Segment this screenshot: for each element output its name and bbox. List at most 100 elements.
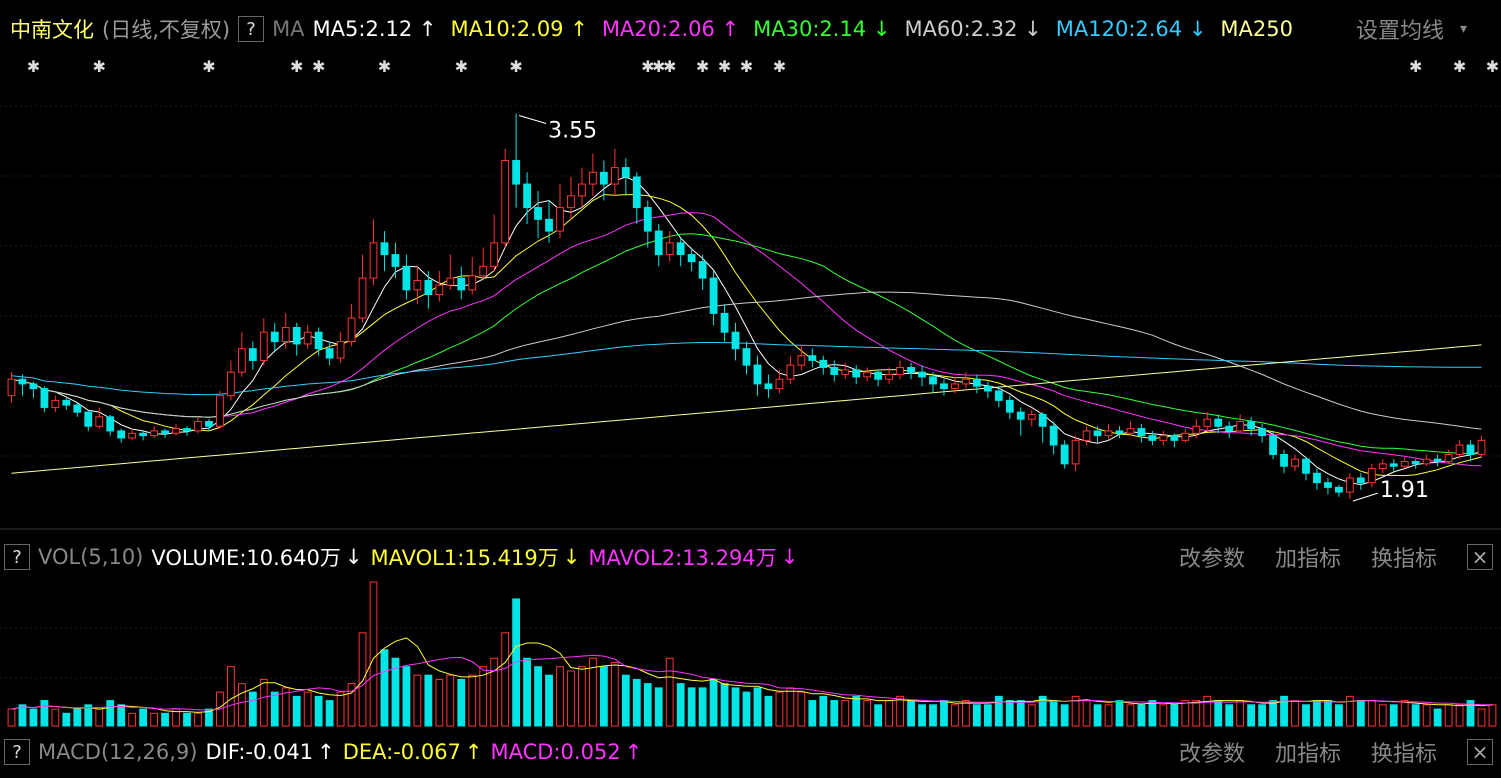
volume-bar bbox=[676, 683, 685, 727]
candle-body bbox=[1345, 477, 1354, 493]
switch-indicator-link[interactable]: 换指标 bbox=[1370, 547, 1437, 572]
volume-bar bbox=[994, 695, 1003, 727]
volume-bar bbox=[446, 674, 455, 727]
arrow-up-icon: ↑ bbox=[317, 740, 335, 764]
vol-help-button[interactable]: ? bbox=[4, 544, 30, 570]
volume-bar bbox=[391, 657, 400, 727]
volume-bar bbox=[95, 708, 104, 727]
candle-body bbox=[665, 242, 674, 256]
candle-body bbox=[73, 404, 82, 413]
volume-bar bbox=[720, 683, 729, 727]
candle-body bbox=[95, 416, 104, 427]
close-icon[interactable]: × bbox=[1467, 544, 1493, 570]
volume-bar bbox=[643, 683, 652, 727]
candle-body bbox=[830, 366, 839, 376]
volume-bar bbox=[259, 678, 268, 727]
candle-body bbox=[654, 230, 663, 256]
volume-bar bbox=[841, 700, 850, 727]
volume-bar bbox=[983, 704, 992, 727]
volume-bar bbox=[599, 666, 608, 727]
candle-body bbox=[117, 430, 126, 439]
candle-body bbox=[929, 376, 937, 385]
candle-body bbox=[907, 366, 915, 373]
volume-bar bbox=[402, 666, 411, 727]
low-label-pointer bbox=[1352, 492, 1379, 502]
volume-bar bbox=[1466, 700, 1475, 727]
volume-bar bbox=[479, 666, 488, 727]
change-params-link[interactable]: 改参数 bbox=[1178, 547, 1245, 572]
volume-bars bbox=[7, 581, 1497, 727]
volume-bar bbox=[1356, 700, 1365, 727]
add-indicator-link[interactable]: 加指标 bbox=[1274, 547, 1341, 572]
price-grid bbox=[0, 105, 1501, 530]
candle-body bbox=[632, 176, 641, 209]
candle-body bbox=[578, 183, 586, 197]
ma-legend-item: MA120:2.64 ↓ bbox=[1055, 17, 1207, 41]
dea-value: DEA:-0.067 bbox=[342, 740, 461, 764]
add-indicator-link[interactable]: 加指标 bbox=[1274, 742, 1341, 767]
event-marker-icon: ✱ bbox=[1409, 57, 1422, 76]
macd-help-button[interactable]: ? bbox=[4, 739, 30, 765]
chevron-down-icon[interactable]: ▾ bbox=[1459, 21, 1467, 37]
candle-body bbox=[172, 428, 180, 434]
volume-bar bbox=[84, 704, 93, 727]
volume-grid bbox=[0, 627, 1501, 679]
event-markers: ✱✱✱✱✱✱✱✱✱✱✱✱✱✱✱✱✱✱✱✱✱✱ bbox=[27, 57, 1499, 76]
volume-bar bbox=[797, 691, 806, 727]
ma-settings[interactable]: 设置均线 ▾ bbox=[1351, 12, 1475, 46]
volume-bar bbox=[1488, 704, 1497, 727]
candle-body bbox=[1422, 458, 1431, 465]
candle-body bbox=[1367, 468, 1376, 484]
volume-bar bbox=[1203, 695, 1212, 727]
candle-body bbox=[161, 430, 169, 434]
volume-bar bbox=[1049, 700, 1058, 727]
close-icon[interactable]: × bbox=[1467, 739, 1493, 765]
settings-label[interactable]: 设置均线 bbox=[1355, 19, 1444, 44]
help-button[interactable]: ? bbox=[238, 16, 265, 42]
macd-title: MACD(12,26,9) bbox=[38, 740, 198, 764]
volume-bar bbox=[150, 712, 159, 727]
volume-bar bbox=[819, 695, 828, 727]
candle-body bbox=[951, 383, 959, 390]
event-marker-icon: ✱ bbox=[740, 57, 753, 76]
candle-body bbox=[183, 428, 191, 432]
volume-bar bbox=[764, 695, 773, 727]
stock-name[interactable]: 中南文化 bbox=[10, 18, 94, 42]
volume-bar bbox=[292, 695, 301, 727]
candle-body bbox=[808, 355, 817, 361]
candle-body bbox=[852, 369, 861, 378]
candle-body bbox=[1148, 435, 1157, 441]
candle-body bbox=[479, 265, 488, 277]
change-params-link[interactable]: 改参数 bbox=[1178, 742, 1245, 767]
volume-bar bbox=[1016, 700, 1025, 727]
candle-body bbox=[1236, 421, 1245, 432]
volume-value: VOLUME:10.640万 bbox=[151, 546, 341, 570]
candle-body bbox=[391, 254, 400, 267]
candle-body bbox=[1214, 418, 1223, 427]
switch-indicator-link[interactable]: 换指标 bbox=[1370, 742, 1437, 767]
event-marker-icon: ✱ bbox=[93, 57, 106, 76]
event-marker-icon: ✱ bbox=[663, 57, 676, 76]
volume-chart[interactable] bbox=[0, 578, 1501, 728]
volume-bar bbox=[380, 649, 389, 727]
candle-body bbox=[490, 242, 499, 267]
candle-body bbox=[205, 421, 213, 427]
volume-bar bbox=[303, 691, 312, 727]
volume-bar bbox=[1093, 704, 1102, 727]
volume-bar bbox=[578, 666, 586, 727]
volume-bar bbox=[1005, 700, 1014, 727]
candle-body bbox=[983, 385, 992, 392]
candle-body bbox=[610, 167, 619, 185]
candle-body bbox=[819, 359, 828, 368]
volume-bar bbox=[248, 691, 257, 727]
arrow-down-icon: ↓ bbox=[344, 545, 363, 569]
event-marker-icon: ✱ bbox=[718, 57, 731, 76]
candle-body bbox=[369, 242, 378, 279]
volume-bar bbox=[972, 704, 981, 727]
volume-bar bbox=[962, 700, 970, 727]
price-chart[interactable]: ✱✱✱✱✱✱✱✱✱✱✱✱✱✱✱✱✱✱✱✱✱✱ 3.55 1.91 bbox=[0, 50, 1501, 530]
candle-body bbox=[841, 369, 850, 376]
volume-bar bbox=[874, 704, 883, 727]
volume-bar bbox=[1367, 700, 1376, 727]
volume-bar bbox=[929, 704, 937, 727]
